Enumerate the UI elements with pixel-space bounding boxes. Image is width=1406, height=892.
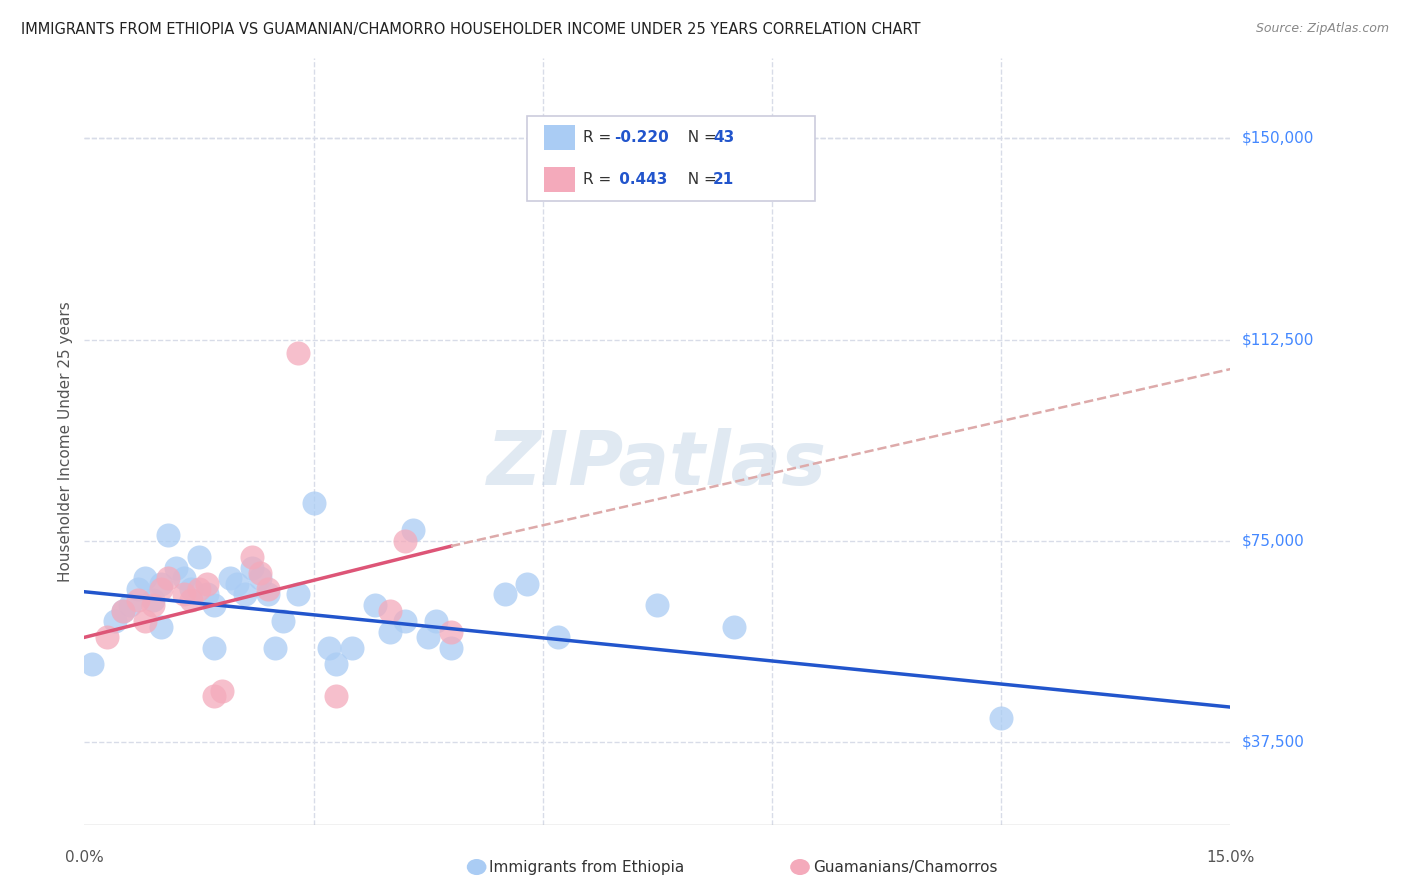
Point <box>249 571 271 585</box>
Point <box>165 560 187 574</box>
Y-axis label: Householder Income Under 25 years: Householder Income Under 25 years <box>58 301 73 582</box>
Text: 15.0%: 15.0% <box>1206 850 1254 865</box>
Point <box>363 598 385 612</box>
Point <box>425 614 447 628</box>
Point <box>202 690 225 704</box>
Text: N =: N = <box>678 130 721 145</box>
Point <box>188 582 211 596</box>
Point <box>211 684 233 698</box>
Point <box>394 614 416 628</box>
Point <box>142 598 165 612</box>
Point <box>302 496 325 510</box>
Point <box>195 587 218 601</box>
Point <box>271 614 294 628</box>
Point <box>647 598 669 612</box>
Text: 0.0%: 0.0% <box>65 850 104 865</box>
Point <box>242 560 264 574</box>
Point <box>96 631 118 645</box>
Point <box>111 603 134 617</box>
Point <box>195 576 218 591</box>
Point <box>394 533 416 548</box>
Point <box>149 576 172 591</box>
Text: Immigrants from Ethiopia: Immigrants from Ethiopia <box>489 860 685 874</box>
Point <box>516 576 538 591</box>
Point <box>990 711 1012 725</box>
Point <box>325 690 347 704</box>
Point <box>180 592 202 607</box>
Text: ZIPatlas: ZIPatlas <box>488 428 827 501</box>
Point <box>440 624 463 639</box>
Point <box>188 549 211 564</box>
Text: $150,000: $150,000 <box>1241 131 1313 146</box>
Point <box>157 528 180 542</box>
Text: 0.443: 0.443 <box>614 171 668 186</box>
Text: $112,500: $112,500 <box>1241 332 1313 347</box>
Point <box>80 657 103 672</box>
Text: 21: 21 <box>713 171 734 186</box>
Point <box>226 576 249 591</box>
Point <box>149 582 172 596</box>
Text: Source: ZipAtlas.com: Source: ZipAtlas.com <box>1256 22 1389 36</box>
Point <box>256 587 278 601</box>
Text: Guamanians/Chamorros: Guamanians/Chamorros <box>813 860 997 874</box>
Point <box>494 587 516 601</box>
Point <box>287 587 309 601</box>
Point <box>104 614 127 628</box>
Point <box>264 641 287 656</box>
Point <box>202 598 225 612</box>
Text: N =: N = <box>678 171 721 186</box>
Point <box>202 641 225 656</box>
Text: -0.220: -0.220 <box>614 130 669 145</box>
Point <box>249 566 271 580</box>
Point <box>287 346 309 360</box>
Point <box>134 614 156 628</box>
Text: $75,000: $75,000 <box>1241 533 1305 549</box>
Point <box>723 619 745 633</box>
Point <box>340 641 363 656</box>
Point <box>218 571 240 585</box>
Point <box>180 582 202 596</box>
Point <box>378 603 401 617</box>
Point <box>233 587 256 601</box>
Point <box>256 582 278 596</box>
Point <box>149 619 172 633</box>
Point <box>325 657 347 672</box>
Point <box>127 582 149 596</box>
Text: $37,500: $37,500 <box>1241 734 1305 749</box>
Point <box>134 571 156 585</box>
Text: R =: R = <box>583 171 617 186</box>
Text: R =: R = <box>583 130 617 145</box>
Point <box>142 592 165 607</box>
Point <box>547 631 569 645</box>
Point <box>157 571 180 585</box>
Point <box>402 523 425 537</box>
Text: IMMIGRANTS FROM ETHIOPIA VS GUAMANIAN/CHAMORRO HOUSEHOLDER INCOME UNDER 25 YEARS: IMMIGRANTS FROM ETHIOPIA VS GUAMANIAN/CH… <box>21 22 921 37</box>
Point <box>242 549 264 564</box>
Point <box>111 603 134 617</box>
Point <box>120 598 142 612</box>
Point <box>173 571 195 585</box>
Text: 43: 43 <box>713 130 734 145</box>
Point <box>440 641 463 656</box>
Point <box>127 592 149 607</box>
Point <box>418 631 440 645</box>
Point <box>378 624 401 639</box>
Point <box>318 641 340 656</box>
Point <box>173 587 195 601</box>
